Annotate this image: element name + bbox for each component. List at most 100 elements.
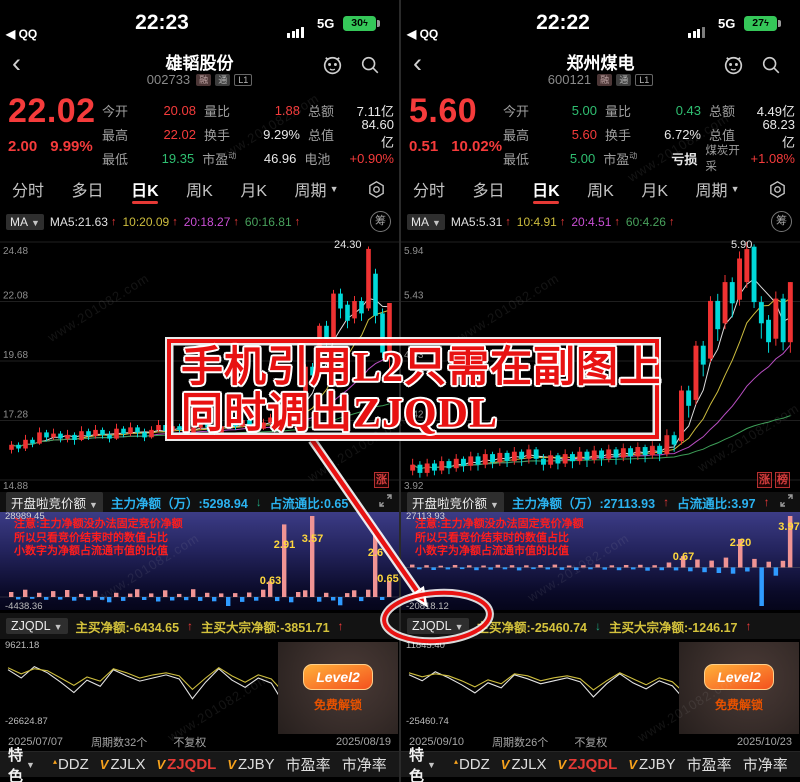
down-arrow-icon: ↓ [255, 495, 262, 509]
main-buy-net: 主买净额:-25460.74 [476, 620, 587, 635]
caret-down-icon: ▼ [31, 218, 40, 228]
candlestick-chart[interactable]: 24.48 22.08 19.68 17.28 14.88 24.30 [0, 234, 399, 492]
indicator-ddz[interactable]: ▴ DDZ [453, 756, 490, 773]
expand-icon[interactable] [378, 493, 393, 513]
limit-up-stamps: 涨 [374, 472, 389, 488]
subchart-max-label: 11845.40 [406, 640, 445, 651]
open-value: 20.08 [163, 102, 196, 118]
chip-distribution-icon[interactable]: 筹 [771, 211, 792, 232]
tab-period-dropdown[interactable]: 周期 ▼ [695, 183, 740, 200]
zjqdl-dropdown[interactable]: ZJQDL ▼ [6, 618, 68, 634]
securities-badge: 通 [215, 73, 231, 86]
stock-subline: 002733 融 通 L1 [0, 72, 399, 87]
ma-dropdown[interactable]: MA ▼ [6, 214, 44, 230]
indicator-zjby[interactable]: V ZJBY [628, 756, 676, 773]
range-end-date: 2025/10/23 [736, 736, 792, 748]
up-arrow-icon: ↑ [337, 619, 344, 633]
high-value: 5.60 [571, 126, 597, 142]
expand-icon[interactable] [779, 493, 794, 513]
indicator-zjby[interactable]: V ZJBY [227, 756, 275, 773]
stock-subline: 600121 融 通 L1 [401, 72, 800, 87]
adjustment-mode[interactable]: 不复权 [173, 737, 207, 749]
search-icon[interactable] [359, 54, 381, 81]
change-percent: 10.02% [451, 138, 503, 155]
indicator-zjqdl[interactable]: V ZJQDL [557, 756, 618, 773]
sector-link[interactable]: 煤炭开采 [705, 145, 740, 173]
caret-down-icon: ▼ [490, 499, 499, 510]
tab-weekly-k[interactable]: 周K [186, 183, 213, 200]
svg-text:2.20: 2.20 [730, 537, 751, 549]
indicator-ddz[interactable]: ▴ DDZ [52, 756, 89, 773]
chip-distribution-icon[interactable]: 筹 [370, 211, 391, 232]
kline-settings-icon[interactable] [767, 168, 788, 210]
charging-bolt-icon: ϟ [763, 18, 769, 28]
caret-down-icon: ▼ [427, 759, 436, 770]
svg-text:3.97: 3.97 [778, 521, 799, 533]
level2-ad: Level2 免费解锁 [679, 642, 799, 734]
caret-down-icon: ▼ [53, 622, 63, 632]
level2-unlock-button[interactable]: Level2 [303, 663, 373, 690]
svg-text:5.90: 5.90 [731, 239, 752, 251]
phone-screenshot-right: 22:22 ◀ QQ 5G 27ϟ ‹ 郑州煤电 600121 融 通 L1 5… [401, 0, 800, 782]
tab-weekly-k[interactable]: 周K [587, 183, 614, 200]
feature-dropdown[interactable]: 特色 ▼ [409, 746, 436, 782]
tab-period-dropdown[interactable]: 周期 ▼ [294, 183, 339, 200]
back-button[interactable]: ‹ [413, 48, 422, 78]
vip-icon: V [156, 757, 166, 772]
indicator-zjqdl[interactable]: V ZJQDL [156, 756, 217, 773]
kline-settings-icon[interactable] [366, 168, 387, 210]
mini-tick-icon: ▴ [453, 757, 458, 766]
qq-back-link[interactable]: ◀ QQ [6, 27, 38, 41]
battery-icon: 30ϟ [343, 16, 376, 31]
network-type-label: 5G [718, 16, 736, 31]
turnover-rate-label: 换手 [605, 127, 632, 143]
monitor-eye-icon[interactable] [320, 52, 345, 82]
indicator-pb[interactable]: 市净率 [742, 757, 788, 774]
indicator-pb[interactable]: 市净率 [341, 757, 387, 774]
phone-screenshot-left: 22:23 ◀ QQ 5G 30ϟ ‹ 雄韬股份 002733 融 通 L1 2… [0, 0, 399, 782]
indicator-pe[interactable]: 市盈率 [686, 757, 732, 774]
tab-minute[interactable]: 分时 [413, 183, 446, 200]
open-label: 今开 [503, 103, 530, 119]
candlestick-chart[interactable]: 5.94 5.43 4.93 4.42 3.92 5.90 [401, 234, 800, 492]
sector-link[interactable]: 电池 [304, 151, 331, 167]
back-button[interactable]: ‹ [12, 48, 21, 78]
indicator-notice-text: 注意:主力净额没办法固定竞价净额 所以只看竞价结束时的数值占比 小数字为净额占流… [14, 518, 183, 557]
sector-change-value: +1.08% [750, 150, 795, 166]
svg-text:0.67: 0.67 [673, 551, 694, 563]
svg-text:22.08: 22.08 [3, 291, 28, 302]
clock: 22:22 [536, 11, 590, 34]
indicator-zjlx[interactable]: V ZJLX [500, 756, 547, 773]
ma-dropdown[interactable]: MA ▼ [407, 214, 445, 230]
auction-indicator-dropdown[interactable]: 开盘啦竞价额 ▼ [407, 491, 504, 513]
indicator-zjlx[interactable]: V ZJLX [99, 756, 146, 773]
up-arrow-icon: ↑ [505, 216, 511, 228]
tab-daily-k[interactable]: 日K [131, 168, 159, 210]
chart-range-info: 2025/09/10 周期数26个 不复权 2025/10/23 [401, 734, 800, 750]
turnover-amt-label: 总额 [308, 103, 335, 119]
adjustment-mode[interactable]: 不复权 [574, 737, 608, 749]
search-icon[interactable] [760, 54, 782, 81]
tab-multiday[interactable]: 多日 [71, 183, 104, 200]
battery-percent: 30 [351, 17, 363, 29]
qq-back-link[interactable]: ◀ QQ [407, 27, 439, 41]
tab-multiday[interactable]: 多日 [472, 183, 505, 200]
auction-indicator-dropdown[interactable]: 开盘啦竞价额 ▼ [6, 491, 103, 513]
tab-monthly-k[interactable]: 月K [641, 183, 669, 200]
tab-monthly-k[interactable]: 月K [240, 183, 268, 200]
quote-table: 今开 20.08 量比 1.88 总额 7.11亿 最高 22.02 换手 9.29% 总… [102, 98, 394, 170]
charging-bolt-icon: ϟ [362, 18, 368, 28]
turnover-amt-value: 4.49亿 [756, 103, 795, 119]
tab-daily-k[interactable]: 日K [532, 168, 560, 210]
monitor-eye-icon[interactable] [721, 52, 746, 82]
tab-minute[interactable]: 分时 [12, 183, 45, 200]
svg-text:3.57: 3.57 [302, 533, 323, 545]
low-label: 最低 [102, 151, 129, 167]
zjqdl-dropdown[interactable]: ZJQDL ▼ [407, 618, 469, 634]
quote-row: 最低 5.00 市盈动 亏损 煤炭开采 +1.08% [503, 145, 795, 173]
indicator-pe[interactable]: 市盈率 [285, 757, 331, 774]
price-change: 2.00 9.99% [8, 138, 93, 155]
level2-unlock-button[interactable]: Level2 [704, 663, 774, 690]
auction-bar-chart[interactable]: 0.67 2.20 3.97 [401, 512, 800, 610]
feature-dropdown[interactable]: 特色 ▼ [8, 746, 35, 782]
